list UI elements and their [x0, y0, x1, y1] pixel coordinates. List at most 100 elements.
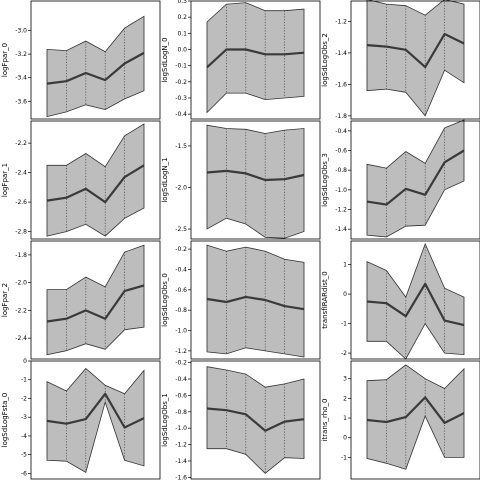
- y-tick-label: -3.2: [15, 51, 27, 58]
- y-tick-label: 0: [343, 291, 347, 298]
- panel-frame: [350, 120, 480, 240]
- y-tick-label: -2: [21, 395, 27, 402]
- mean-line: [366, 149, 465, 206]
- y-axis-label: logSdLogObs_3: [321, 153, 329, 207]
- mean-line: [366, 282, 465, 327]
- y-tick-label: 1: [343, 262, 347, 269]
- mean-line: [46, 164, 145, 204]
- y-tick-label: -1.4: [175, 458, 187, 465]
- ci-band: [206, 2, 305, 114]
- y-axis-label: logFpar_0: [1, 43, 9, 77]
- panel-logSdLogObs_0: -1.2 -1.0 -0.8 -0.6 -0.4 -0.2 logSdLogObs_0: [161, 240, 321, 360]
- mean-line: [206, 169, 305, 182]
- panel-logSdLogN_0: -0.4 -0.3 -0.2 -0.1 0.0 0.1 0.2 0.3 logSdLogN_0: [161, 0, 321, 120]
- y-tick-label: 0: [343, 435, 347, 442]
- ci-band: [366, 364, 465, 470]
- panel-logSdLogFsta_0: -6 -5 -4 -3 -2 -1 0 logSdLogFsta_0: [1, 358, 161, 480]
- ci-band: [46, 367, 145, 474]
- y-axis-label: logSdLogObs_1: [161, 393, 169, 447]
- y-tick-label: 0: [23, 358, 27, 365]
- ci-band: [46, 15, 145, 118]
- panel-logSdLogObs_1: -1.6 -1.4 -1.2 -1.0 -0.8 -0.6 -0.4 -0.2 logSdLog…: [161, 360, 321, 480]
- panel-frame: [350, 240, 480, 360]
- ci-band: [206, 244, 305, 358]
- y-tick-label: -3: [21, 414, 27, 421]
- mean-line: [206, 48, 305, 69]
- y-tick-label: -0.6: [175, 392, 187, 399]
- y-axis-label: logSdLogObs_2: [321, 33, 329, 87]
- y-tick-label: -3.6: [15, 98, 27, 105]
- y-tick-label: 3: [343, 376, 347, 383]
- mean-line: [206, 407, 305, 432]
- y-tick-label: -0.4: [175, 266, 187, 273]
- y-tick-label: -0.2: [175, 246, 187, 253]
- y-tick-label: -1.0: [175, 425, 187, 432]
- y-tick-label: 0.0: [177, 46, 187, 53]
- y-tick-label: -2.2: [15, 140, 27, 147]
- panel-logSdLogObs_3: -1.4 -1.2 -1.0 -0.8 -0.6 -0.4 logSdLogObs_3: [321, 119, 480, 240]
- panel-frame: [350, 0, 480, 120]
- panel-frame: [30, 0, 161, 120]
- panel-frame: [30, 240, 161, 360]
- y-axis-label: transfIRARdist_0: [321, 271, 329, 329]
- y-tick-label: -1.0: [335, 187, 347, 194]
- y-tick-label: -2: [341, 350, 347, 357]
- y-tick-label: 0.3: [177, 0, 187, 5]
- y-tick-label: -1.8: [335, 113, 347, 120]
- y-tick-label: -4: [21, 433, 27, 440]
- y-axis-label: logSdLogObs_0: [161, 273, 169, 327]
- y-axis-label: itrans_rho_0: [321, 399, 329, 442]
- y-tick-label: -0.4: [175, 376, 187, 383]
- y-tick-label: -2.5: [175, 226, 187, 233]
- panel-frame: [190, 360, 321, 480]
- y-tick-label: -2.4: [15, 335, 27, 342]
- panel-logFpar_0: -3.6 -3.4 -3.2 -3.0 logFpar_0: [1, 0, 161, 120]
- mean-line: [46, 284, 145, 323]
- y-tick-label: -0.6: [175, 287, 187, 294]
- y-tick-label: -0.4: [175, 111, 187, 118]
- y-tick-label: -2.0: [15, 280, 27, 287]
- y-axis-label: logFpar_2: [1, 283, 9, 317]
- y-tick-label: -1: [21, 377, 27, 384]
- ci-band: [46, 123, 145, 237]
- y-tick-label: -5: [21, 452, 27, 459]
- panel-logFpar_2: -2.4 -2.2 -2.0 -1.8 logFpar_2: [1, 240, 161, 360]
- y-tick-label: -1.6: [175, 474, 187, 480]
- y-axis-label: logSdLogN_0: [161, 37, 169, 82]
- y-tick-label: -1.0: [175, 328, 187, 335]
- y-tick-label: -1.2: [335, 207, 347, 214]
- panel-frame: [30, 360, 161, 480]
- y-tick-label: -1.2: [175, 348, 187, 355]
- y-tick-label: -1.6: [335, 81, 347, 88]
- y-tick-label: 2: [343, 395, 347, 402]
- y-tick-label: -0.8: [175, 307, 187, 314]
- y-tick-label: -2.2: [15, 307, 27, 314]
- y-tick-label: -1: [341, 321, 347, 328]
- y-tick-label: -0.8: [175, 409, 187, 416]
- panel-frame: [30, 120, 161, 240]
- mean-line: [366, 396, 465, 424]
- y-tick-label: -2.8: [15, 229, 27, 236]
- mean-line: [46, 51, 145, 85]
- y-axis-label: logSdLogFsta_0: [1, 393, 9, 448]
- panel-frame: [190, 240, 321, 360]
- y-tick-label: -1.4: [335, 226, 347, 233]
- y-tick-label: -0.1: [175, 63, 187, 70]
- ci-band: [46, 244, 145, 356]
- y-tick-label: -2.6: [15, 199, 27, 206]
- panel-transfIRARdist_0: -2 -1 0 1 transfIRARdist_0: [321, 240, 480, 360]
- ci-band: [366, 119, 465, 238]
- y-tick-label: -3.4: [15, 75, 27, 82]
- ci-band: [206, 124, 305, 239]
- y-tick-label: -1: [341, 454, 347, 461]
- panel-frame: [190, 0, 321, 120]
- mean-line: [46, 392, 145, 429]
- panel-itrans_rho_0: -1 0 1 2 3 itrans_rho_0: [321, 360, 480, 480]
- y-tick-label: -1.4: [335, 50, 347, 57]
- panel-frame: [350, 360, 480, 480]
- y-tick-label: -1.2: [335, 18, 347, 25]
- y-tick-label: -0.8: [335, 167, 347, 174]
- y-tick-label: 0.2: [177, 14, 187, 21]
- y-tick-label: 1: [343, 415, 347, 422]
